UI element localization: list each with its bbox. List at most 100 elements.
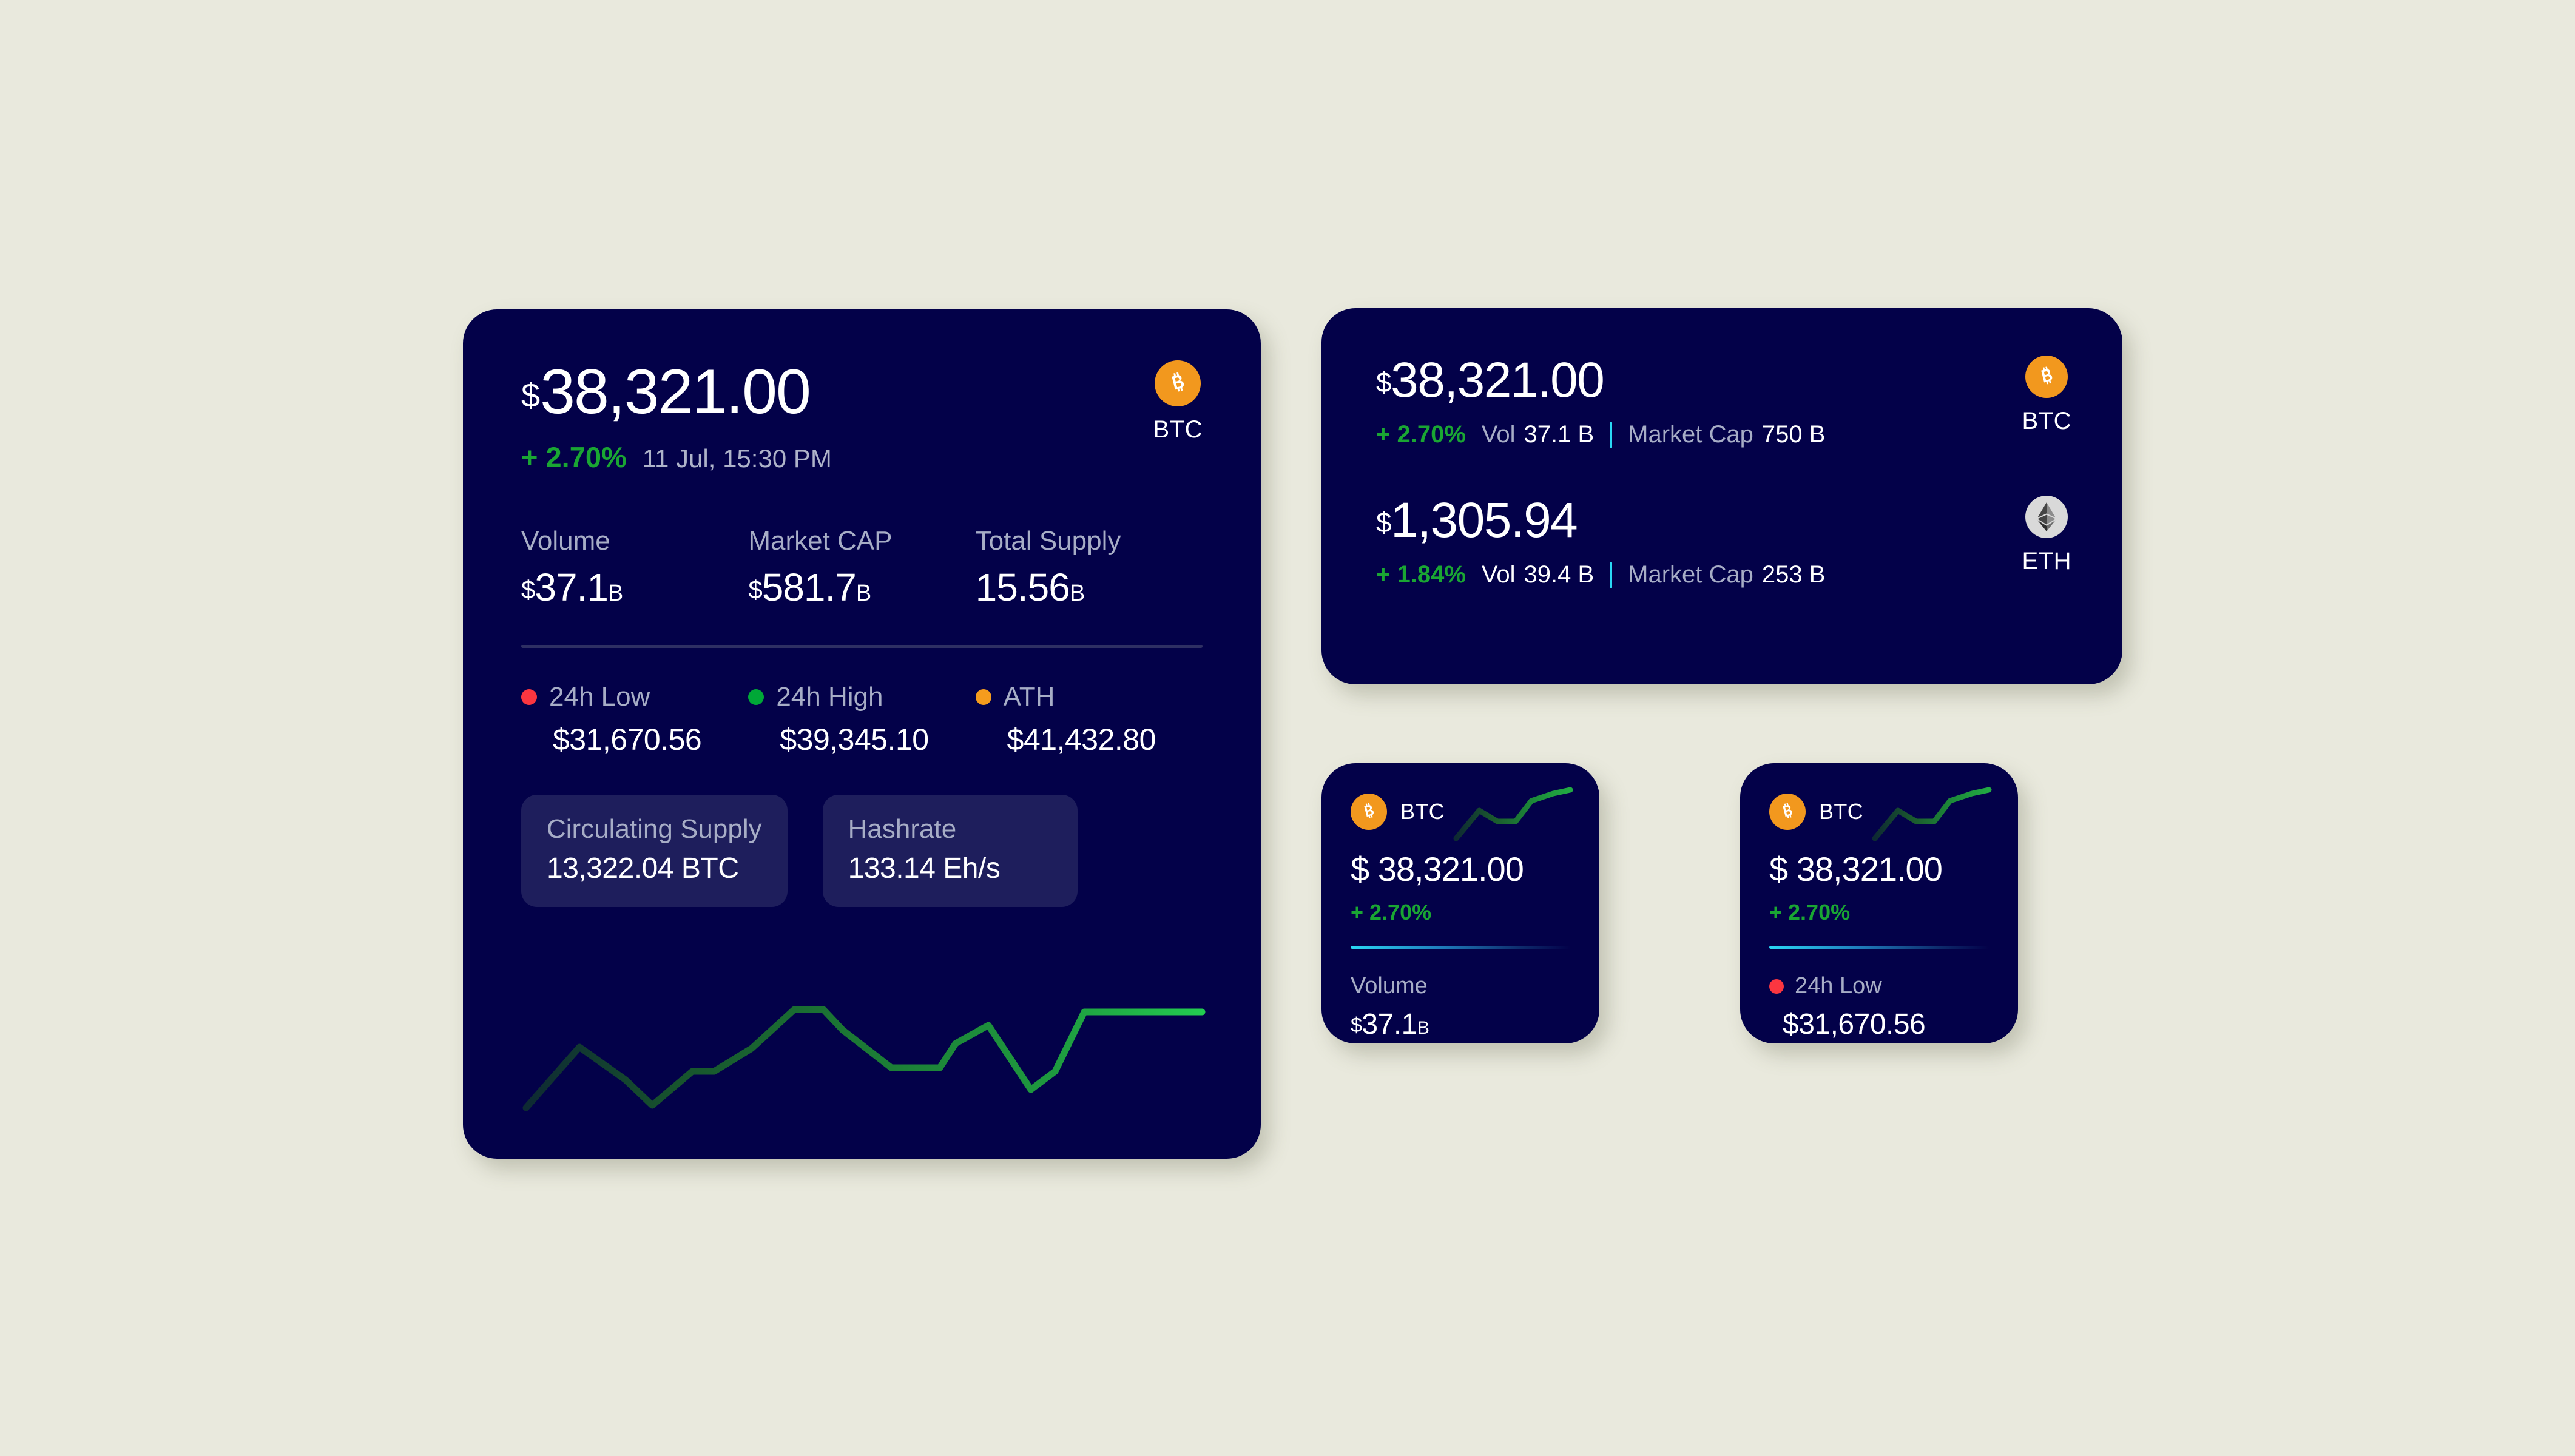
coin-badge-eth[interactable]: ETH	[2022, 496, 2072, 575]
stat-label: Market CAP	[748, 526, 893, 556]
stat-cell: Total Supply 15.56B	[976, 526, 1203, 610]
mini-footer-label: Volume	[1351, 973, 1428, 999]
currency-symbol: $	[1376, 507, 1392, 538]
range-cell-low: 24h Low $31,670.56	[521, 682, 748, 757]
meta-separator	[1610, 421, 1613, 448]
mcap-label: Market Cap	[1628, 561, 1753, 588]
duo-meta-row: + 2.70% Vol 37.1 B Market Cap 750 B	[1376, 421, 1825, 448]
mini-sparkline-right	[1872, 787, 1992, 841]
mcap-value: 253 B	[1761, 561, 1826, 588]
pill-label: Hashrate	[848, 814, 957, 844]
stat-cell: Market CAP $581.7B	[748, 526, 975, 610]
coin-ticker: BTC	[2022, 408, 2071, 434]
stat-label: Total Supply	[975, 526, 1121, 556]
mini-card-header: BTC	[1351, 787, 1573, 841]
price-value: 38,321.00	[1391, 352, 1605, 408]
main-change-row: + 2.70% 11 Jul, 15:30 PM	[521, 440, 832, 474]
change-percent: + 2.70%	[1769, 900, 1851, 925]
mini-footer-value: $31,670.56	[1783, 1008, 1926, 1040]
vol-label: Vol	[1481, 421, 1516, 448]
main-price-block: $38,321.00 + 2.70% 11 Jul, 15:30 PM	[521, 360, 832, 474]
bitcoin-icon	[1351, 794, 1387, 830]
meta-separator	[1610, 561, 1613, 588]
btc-overview-card[interactable]: $38,321.00 + 2.70% 11 Jul, 15:30 PM	[463, 309, 1261, 1159]
bitcoin-icon	[1769, 794, 1806, 830]
duo-meta-row: + 1.84% Vol 39.4 B Market Cap 253 B	[1376, 561, 1825, 588]
range-head: 24h Low	[521, 682, 748, 712]
range-cell-high: 24h High $39,345.10	[748, 682, 975, 757]
coin-ticker: BTC	[1819, 799, 1864, 824]
range-head: 24h High	[748, 682, 975, 712]
circulating-supply-pill[interactable]: Circulating Supply 13,322.04 BTC	[521, 795, 788, 907]
mini-price: $ 38,321.00	[1351, 850, 1524, 888]
range-value: $31,670.56	[553, 723, 702, 757]
duo-row-eth[interactable]: $1,305.94 + 1.84% Vol 39.4 B Market Cap …	[1376, 496, 2071, 588]
mini-footer-label: 24h Low	[1795, 973, 1882, 999]
mini-price: $ 38,321.00	[1769, 850, 1943, 888]
divider	[1769, 946, 1989, 949]
divider	[521, 645, 1203, 648]
hashrate-pill[interactable]: Hashrate 133.14 Eh/s	[822, 795, 1078, 907]
change-percent: + 2.70%	[1351, 900, 1432, 925]
bitcoin-icon	[1155, 360, 1201, 406]
range-label: 24h High	[776, 682, 883, 712]
mini-footer: 24h Low $31,670.56	[1769, 973, 1989, 1041]
currency-symbol: $	[1351, 1014, 1362, 1037]
btc-low-mini-card[interactable]: BTC $ 38,321.00 + 2.70% 24h Low	[1740, 763, 2018, 1043]
stat-value: $581.7B	[748, 565, 975, 610]
range-head: ATH	[975, 682, 1203, 712]
btc-volume-mini-card[interactable]: BTC $ 38,321.00 + 2.70% Volume $37.1B	[1321, 763, 1599, 1043]
timestamp: 11 Jul, 15:30 PM	[642, 444, 832, 473]
coin-badge-btc[interactable]: BTC	[2022, 356, 2072, 435]
stat-value: 15.56B	[976, 565, 1203, 610]
stat-value: $37.1B	[521, 565, 748, 610]
mini-sparkline-left	[1453, 787, 1573, 841]
vol-label: Vol	[1481, 561, 1516, 588]
stat-label: Volume	[521, 526, 610, 556]
main-card-header: $38,321.00 + 2.70% 11 Jul, 15:30 PM	[521, 360, 1203, 474]
duo-row-btc[interactable]: $38,321.00 + 2.70% Vol 37.1 B Market Cap…	[1376, 356, 2071, 448]
coin-ticker: ETH	[2022, 548, 2071, 575]
mini-footer-head: 24h Low	[1769, 973, 1989, 999]
mini-card-header: BTC	[1769, 787, 1992, 841]
pill-row: Circulating Supply 13,322.04 BTC Hashrat…	[521, 795, 1203, 907]
pill-value: 133.14 Eh/s	[848, 852, 1001, 885]
price-value: 1,305.94	[1391, 493, 1578, 548]
status-dot-red-icon	[521, 689, 537, 705]
duo-price: $38,321.00	[1376, 356, 1825, 405]
status-dot-orange-icon	[975, 689, 991, 705]
range-label: 24h Low	[549, 682, 650, 712]
duo-price-block: $38,321.00 + 2.70% Vol 37.1 B Market Cap…	[1376, 356, 1825, 448]
btc-eth-duo-card[interactable]: $38,321.00 + 2.70% Vol 37.1 B Market Cap…	[1321, 308, 2122, 684]
currency-symbol: $	[1376, 366, 1392, 398]
pill-label: Circulating Supply	[547, 814, 762, 844]
mcap-label: Market Cap	[1628, 421, 1753, 448]
mcap-value: 750 B	[1761, 421, 1826, 448]
stat-cell: Volume $37.1B	[521, 526, 748, 610]
mini-footer-value: $37.1B	[1351, 1008, 1570, 1041]
stat-suffix: B	[1069, 581, 1085, 606]
status-dot-green-icon	[748, 689, 764, 705]
vol-value: 39.4 B	[1524, 561, 1595, 588]
stat-currency: $	[521, 575, 535, 604]
change-percent: + 2.70%	[521, 441, 627, 473]
ethereum-icon	[2025, 496, 2068, 538]
coin-badge-btc[interactable]: BTC	[1153, 360, 1203, 443]
status-dot-red-icon	[1769, 979, 1784, 994]
duo-price: $1,305.94	[1376, 496, 1825, 545]
mini-footer: Volume $37.1B	[1351, 973, 1570, 1041]
change-percent: + 1.84%	[1376, 561, 1466, 588]
duo-price-block: $1,305.94 + 1.84% Vol 39.4 B Market Cap …	[1376, 496, 1825, 588]
main-price: $38,321.00	[521, 360, 832, 423]
range-value: $41,432.80	[1007, 723, 1156, 757]
currency-symbol: $	[521, 376, 540, 414]
stat-number: 15.56	[975, 565, 1070, 609]
footer-number: 37.1	[1362, 1008, 1417, 1040]
vol-value: 37.1 B	[1524, 421, 1595, 448]
pill-value: 13,322.04 BTC	[547, 852, 739, 885]
main-stat-grid: Volume $37.1B Market CAP $581.7B Total S…	[521, 526, 1203, 610]
range-grid: 24h Low $31,670.56 24h High $39,345.10 A…	[521, 682, 1203, 757]
footer-suffix: B	[1417, 1018, 1429, 1038]
change-percent: + 2.70%	[1376, 421, 1466, 448]
